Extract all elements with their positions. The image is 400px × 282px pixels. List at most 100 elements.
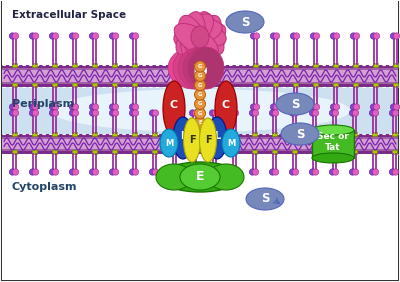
Text: L: L	[180, 131, 186, 141]
Circle shape	[49, 104, 56, 110]
Ellipse shape	[175, 29, 225, 53]
Bar	[32, 63, 36, 67]
Ellipse shape	[178, 47, 222, 89]
Bar	[112, 83, 116, 87]
Circle shape	[369, 169, 376, 175]
Circle shape	[333, 104, 340, 110]
Circle shape	[89, 169, 96, 175]
Bar	[272, 63, 278, 67]
Circle shape	[272, 110, 279, 116]
Circle shape	[272, 169, 279, 175]
Bar	[172, 132, 176, 136]
Bar	[32, 150, 36, 154]
Bar	[52, 83, 56, 87]
Circle shape	[194, 89, 206, 100]
Circle shape	[52, 169, 59, 175]
Text: C: C	[222, 100, 230, 109]
Circle shape	[132, 104, 139, 110]
Ellipse shape	[180, 164, 220, 190]
Bar	[332, 150, 336, 154]
Circle shape	[12, 33, 19, 39]
Bar	[2, 70, 398, 82]
Circle shape	[353, 104, 360, 110]
Circle shape	[249, 110, 256, 116]
Circle shape	[252, 169, 259, 175]
Circle shape	[69, 110, 76, 116]
Circle shape	[392, 169, 399, 175]
Bar	[352, 83, 358, 87]
Ellipse shape	[207, 117, 227, 159]
Bar	[252, 63, 258, 67]
Bar	[252, 83, 258, 87]
Circle shape	[69, 104, 76, 110]
Circle shape	[109, 104, 116, 110]
Circle shape	[289, 169, 296, 175]
Text: M: M	[165, 138, 173, 147]
Text: E: E	[198, 120, 202, 125]
Bar	[72, 132, 76, 136]
Circle shape	[312, 169, 319, 175]
Bar	[112, 63, 116, 67]
Ellipse shape	[246, 188, 284, 210]
Bar	[352, 63, 358, 67]
Circle shape	[249, 169, 256, 175]
Bar	[372, 83, 378, 87]
Ellipse shape	[191, 16, 222, 62]
Text: E: E	[196, 171, 204, 184]
Circle shape	[69, 33, 76, 39]
Circle shape	[309, 110, 316, 116]
Circle shape	[129, 110, 136, 116]
Bar	[312, 150, 316, 154]
Bar	[292, 132, 296, 136]
Circle shape	[253, 33, 260, 39]
Circle shape	[129, 33, 136, 39]
Circle shape	[132, 33, 139, 39]
Circle shape	[370, 104, 377, 110]
Ellipse shape	[163, 81, 185, 136]
Bar	[92, 63, 96, 67]
Bar	[332, 83, 338, 87]
Circle shape	[149, 169, 156, 175]
Ellipse shape	[208, 164, 244, 190]
Circle shape	[312, 110, 319, 116]
Circle shape	[129, 169, 136, 175]
Text: Cytoplasm: Cytoplasm	[12, 182, 78, 192]
Circle shape	[194, 98, 206, 109]
Ellipse shape	[178, 20, 226, 47]
Circle shape	[49, 169, 56, 175]
Bar	[132, 132, 136, 136]
Ellipse shape	[174, 23, 218, 57]
Ellipse shape	[276, 93, 314, 115]
Bar	[52, 150, 56, 154]
Bar	[312, 83, 318, 87]
Circle shape	[92, 33, 99, 39]
Ellipse shape	[173, 117, 193, 159]
Circle shape	[169, 110, 176, 116]
Text: G: G	[198, 102, 202, 106]
Bar	[2, 134, 398, 154]
Bar	[132, 150, 136, 154]
Circle shape	[49, 110, 56, 116]
Circle shape	[310, 33, 317, 39]
Bar	[312, 130, 354, 158]
Circle shape	[12, 110, 19, 116]
Ellipse shape	[156, 164, 192, 190]
Circle shape	[370, 33, 377, 39]
Circle shape	[72, 169, 79, 175]
Bar	[72, 150, 76, 154]
Circle shape	[149, 110, 156, 116]
Circle shape	[353, 33, 360, 39]
Circle shape	[112, 33, 119, 39]
Circle shape	[52, 104, 59, 110]
Circle shape	[330, 33, 337, 39]
Circle shape	[89, 110, 96, 116]
Circle shape	[194, 80, 206, 91]
Bar	[12, 83, 16, 87]
Circle shape	[270, 33, 277, 39]
Bar	[332, 63, 338, 67]
Circle shape	[313, 104, 320, 110]
Circle shape	[390, 33, 397, 39]
Bar	[52, 63, 56, 67]
Ellipse shape	[312, 125, 354, 135]
Circle shape	[129, 104, 136, 110]
